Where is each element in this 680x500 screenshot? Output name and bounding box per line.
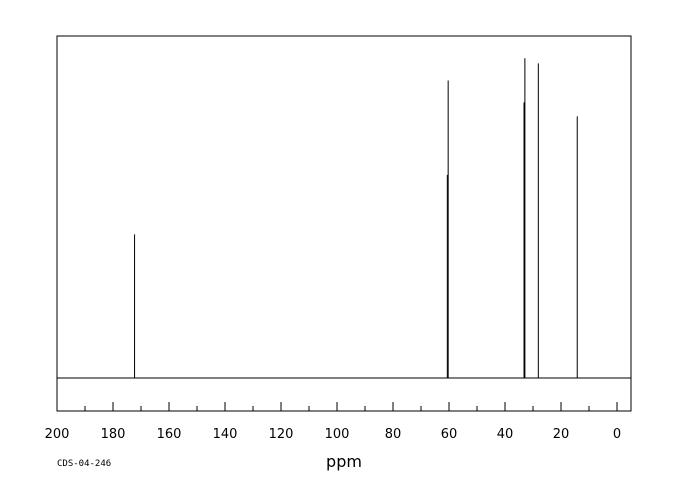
- x-axis-ticks: [56, 402, 618, 411]
- sample-code-label: CDS-04-246: [57, 459, 111, 469]
- x-tick-label: 80: [385, 427, 402, 442]
- x-tick-label: 20: [553, 427, 570, 442]
- x-axis-title: ppm: [326, 452, 362, 471]
- x-axis-tick-labels: 200 180 160 140 120 100 80 60 40 20 0: [45, 427, 622, 442]
- x-tick-label: 100: [325, 427, 350, 442]
- x-tick-label: 40: [497, 427, 514, 442]
- x-tick-label: 140: [213, 427, 238, 442]
- x-tick-label: 200: [45, 427, 70, 442]
- plot-frame: [56, 35, 632, 412]
- x-tick-label: 0: [613, 427, 621, 442]
- x-tick-label: 160: [157, 427, 182, 442]
- peaks-layer: [134, 58, 578, 378]
- x-tick-label: 60: [441, 427, 458, 442]
- x-tick-label: 180: [101, 427, 126, 442]
- x-tick-label: 120: [269, 427, 294, 442]
